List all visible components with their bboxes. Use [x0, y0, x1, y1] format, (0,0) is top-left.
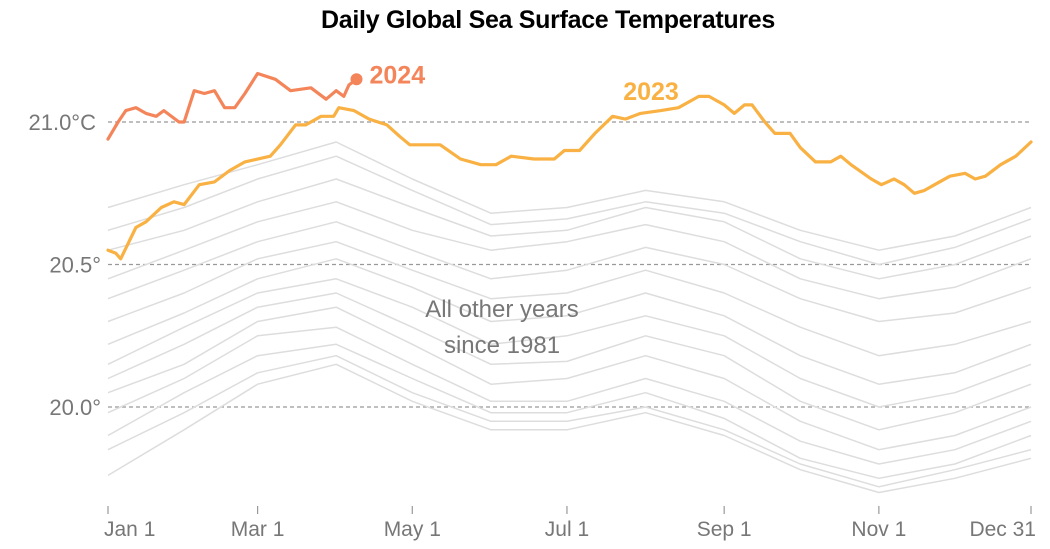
- series-line-2024: [106, 71, 359, 141]
- other-year-line: [107, 155, 1032, 266]
- other-year-line: [107, 292, 1032, 431]
- x-axis: Jan 1 Mar 1 May 1 Jul 1 Sep 1 Nov 1 Dec 31: [104, 506, 1036, 541]
- other-years-lines: [107, 141, 1032, 494]
- series-line-2023: [106, 94, 1033, 261]
- other-year-line: [107, 258, 1032, 385]
- x-tick-label: Mar 1: [231, 518, 285, 541]
- highlight-series: 2024 2023: [106, 61, 1033, 261]
- chart-title: Daily Global Sea Surface Temperatures: [321, 6, 775, 34]
- other-year-line: [107, 278, 1032, 408]
- other-year-line: [107, 363, 1032, 494]
- y-axis: 21.0°C 20.5° 20.0°: [28, 110, 101, 420]
- other-year-line: [107, 141, 1032, 251]
- other-year-line: [107, 306, 1032, 451]
- other-year-line: [107, 178, 1032, 280]
- other-year-line: [107, 354, 1032, 488]
- x-tick-label: Jan 1: [104, 518, 155, 541]
- series-label-2024: 2024: [370, 61, 426, 89]
- other-year-line: [107, 221, 1032, 323]
- series-label-2023: 2023: [623, 78, 679, 106]
- x-tick-label: Nov 1: [851, 518, 906, 541]
- annotation-line-1: All other years: [425, 296, 578, 323]
- y-tick-label: 20.0°: [49, 395, 101, 420]
- x-tick-label: Dec 31: [969, 518, 1036, 541]
- other-year-line: [107, 326, 1032, 465]
- series-end-marker-2024: [350, 73, 363, 86]
- x-tick-label: Jul 1: [545, 518, 589, 541]
- y-tick-label: 20.5°: [49, 253, 101, 278]
- other-year-line: [107, 343, 1032, 480]
- x-tick-label: Sep 1: [697, 518, 752, 541]
- other-year-line: [107, 201, 1032, 300]
- x-tick-label: May 1: [384, 518, 441, 541]
- annotation-line-2: since 1981: [444, 332, 560, 359]
- other-year-line: [107, 240, 1032, 357]
- y-tick-label: 21.0°C: [28, 110, 96, 135]
